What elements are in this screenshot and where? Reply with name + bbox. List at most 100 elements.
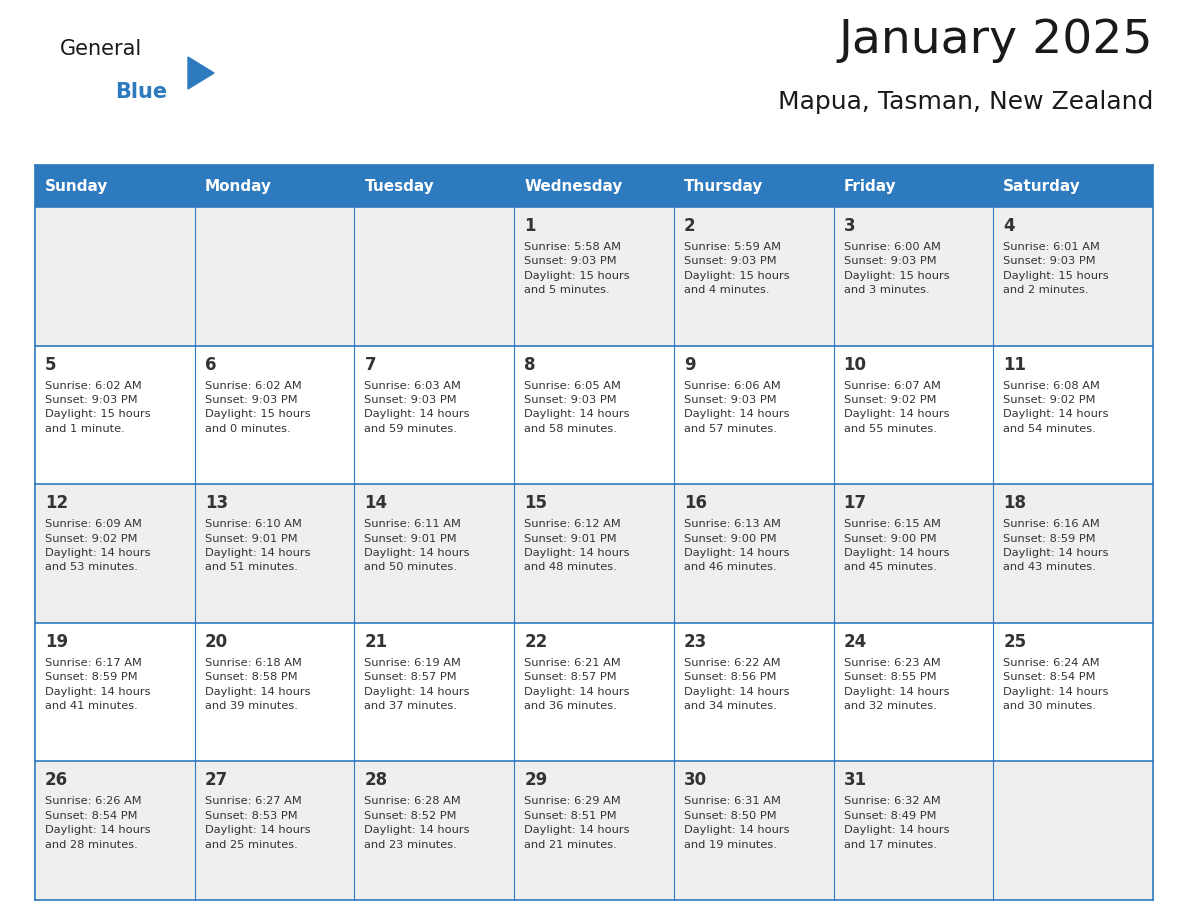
Bar <box>34 165 195 207</box>
Bar <box>834 761 993 900</box>
Text: Sunrise: 6:10 AM
Sunset: 9:01 PM
Daylight: 14 hours
and 51 minutes.: Sunrise: 6:10 AM Sunset: 9:01 PM Dayligh… <box>204 520 310 573</box>
Text: Sunrise: 6:17 AM
Sunset: 8:59 PM
Daylight: 14 hours
and 41 minutes.: Sunrise: 6:17 AM Sunset: 8:59 PM Dayligh… <box>45 658 151 711</box>
Bar <box>834 207 993 345</box>
Text: Sunrise: 6:09 AM
Sunset: 9:02 PM
Daylight: 14 hours
and 53 minutes.: Sunrise: 6:09 AM Sunset: 9:02 PM Dayligh… <box>45 520 151 573</box>
Text: 15: 15 <box>524 494 548 512</box>
Text: 6: 6 <box>204 355 216 374</box>
Text: 7: 7 <box>365 355 377 374</box>
Text: 1: 1 <box>524 217 536 235</box>
Text: Sunrise: 6:32 AM
Sunset: 8:49 PM
Daylight: 14 hours
and 17 minutes.: Sunrise: 6:32 AM Sunset: 8:49 PM Dayligh… <box>843 797 949 849</box>
Bar <box>993 345 1154 484</box>
Text: 17: 17 <box>843 494 867 512</box>
Text: Tuesday: Tuesday <box>365 178 434 194</box>
Text: 14: 14 <box>365 494 387 512</box>
Text: 25: 25 <box>1004 633 1026 651</box>
Bar <box>354 622 514 761</box>
Bar <box>993 207 1154 345</box>
Bar <box>514 484 674 622</box>
Text: Wednesday: Wednesday <box>524 178 623 194</box>
Bar <box>195 207 354 345</box>
Bar <box>674 165 834 207</box>
Bar <box>354 345 514 484</box>
Bar <box>354 165 514 207</box>
Text: 11: 11 <box>1004 355 1026 374</box>
Text: Sunrise: 5:58 AM
Sunset: 9:03 PM
Daylight: 15 hours
and 5 minutes.: Sunrise: 5:58 AM Sunset: 9:03 PM Dayligh… <box>524 242 630 296</box>
Bar <box>195 165 354 207</box>
Bar <box>195 761 354 900</box>
Text: Sunrise: 6:08 AM
Sunset: 9:02 PM
Daylight: 14 hours
and 54 minutes.: Sunrise: 6:08 AM Sunset: 9:02 PM Dayligh… <box>1004 381 1108 434</box>
Text: Sunrise: 6:00 AM
Sunset: 9:03 PM
Daylight: 15 hours
and 3 minutes.: Sunrise: 6:00 AM Sunset: 9:03 PM Dayligh… <box>843 242 949 296</box>
Text: 8: 8 <box>524 355 536 374</box>
Text: Sunrise: 6:13 AM
Sunset: 9:00 PM
Daylight: 14 hours
and 46 minutes.: Sunrise: 6:13 AM Sunset: 9:00 PM Dayligh… <box>684 520 789 573</box>
Bar <box>34 761 195 900</box>
Bar <box>993 165 1154 207</box>
Text: Sunrise: 6:07 AM
Sunset: 9:02 PM
Daylight: 14 hours
and 55 minutes.: Sunrise: 6:07 AM Sunset: 9:02 PM Dayligh… <box>843 381 949 434</box>
Bar <box>993 484 1154 622</box>
Text: Sunrise: 6:27 AM
Sunset: 8:53 PM
Daylight: 14 hours
and 25 minutes.: Sunrise: 6:27 AM Sunset: 8:53 PM Dayligh… <box>204 797 310 849</box>
Text: Sunrise: 6:22 AM
Sunset: 8:56 PM
Daylight: 14 hours
and 34 minutes.: Sunrise: 6:22 AM Sunset: 8:56 PM Dayligh… <box>684 658 789 711</box>
Bar <box>514 207 674 345</box>
Text: Sunrise: 6:18 AM
Sunset: 8:58 PM
Daylight: 14 hours
and 39 minutes.: Sunrise: 6:18 AM Sunset: 8:58 PM Dayligh… <box>204 658 310 711</box>
Text: 22: 22 <box>524 633 548 651</box>
Text: Sunrise: 6:02 AM
Sunset: 9:03 PM
Daylight: 15 hours
and 1 minute.: Sunrise: 6:02 AM Sunset: 9:03 PM Dayligh… <box>45 381 151 434</box>
Bar <box>354 761 514 900</box>
Text: Sunrise: 5:59 AM
Sunset: 9:03 PM
Daylight: 15 hours
and 4 minutes.: Sunrise: 5:59 AM Sunset: 9:03 PM Dayligh… <box>684 242 790 296</box>
Text: Sunrise: 6:03 AM
Sunset: 9:03 PM
Daylight: 14 hours
and 59 minutes.: Sunrise: 6:03 AM Sunset: 9:03 PM Dayligh… <box>365 381 470 434</box>
Text: Mapua, Tasman, New Zealand: Mapua, Tasman, New Zealand <box>778 90 1154 114</box>
Text: 5: 5 <box>45 355 57 374</box>
Text: 29: 29 <box>524 771 548 789</box>
Bar <box>354 207 514 345</box>
Text: Sunrise: 6:12 AM
Sunset: 9:01 PM
Daylight: 14 hours
and 48 minutes.: Sunrise: 6:12 AM Sunset: 9:01 PM Dayligh… <box>524 520 630 573</box>
Text: Saturday: Saturday <box>1004 178 1081 194</box>
Text: 21: 21 <box>365 633 387 651</box>
Text: 30: 30 <box>684 771 707 789</box>
Text: Sunrise: 6:15 AM
Sunset: 9:00 PM
Daylight: 14 hours
and 45 minutes.: Sunrise: 6:15 AM Sunset: 9:00 PM Dayligh… <box>843 520 949 573</box>
Bar <box>514 165 674 207</box>
Text: 23: 23 <box>684 633 707 651</box>
Text: 26: 26 <box>45 771 68 789</box>
Text: Sunrise: 6:31 AM
Sunset: 8:50 PM
Daylight: 14 hours
and 19 minutes.: Sunrise: 6:31 AM Sunset: 8:50 PM Dayligh… <box>684 797 789 849</box>
Text: 16: 16 <box>684 494 707 512</box>
Bar <box>34 622 195 761</box>
Bar <box>674 484 834 622</box>
Bar <box>674 761 834 900</box>
Text: Sunday: Sunday <box>45 178 108 194</box>
Text: 4: 4 <box>1004 217 1015 235</box>
Text: Friday: Friday <box>843 178 896 194</box>
Text: 31: 31 <box>843 771 867 789</box>
Polygon shape <box>188 57 214 89</box>
Text: 24: 24 <box>843 633 867 651</box>
Text: Sunrise: 6:16 AM
Sunset: 8:59 PM
Daylight: 14 hours
and 43 minutes.: Sunrise: 6:16 AM Sunset: 8:59 PM Dayligh… <box>1004 520 1108 573</box>
Text: Sunrise: 6:05 AM
Sunset: 9:03 PM
Daylight: 14 hours
and 58 minutes.: Sunrise: 6:05 AM Sunset: 9:03 PM Dayligh… <box>524 381 630 434</box>
Text: Sunrise: 6:19 AM
Sunset: 8:57 PM
Daylight: 14 hours
and 37 minutes.: Sunrise: 6:19 AM Sunset: 8:57 PM Dayligh… <box>365 658 470 711</box>
Text: Sunrise: 6:21 AM
Sunset: 8:57 PM
Daylight: 14 hours
and 36 minutes.: Sunrise: 6:21 AM Sunset: 8:57 PM Dayligh… <box>524 658 630 711</box>
Bar <box>34 484 195 622</box>
Text: 2: 2 <box>684 217 695 235</box>
Bar <box>993 622 1154 761</box>
Text: Sunrise: 6:29 AM
Sunset: 8:51 PM
Daylight: 14 hours
and 21 minutes.: Sunrise: 6:29 AM Sunset: 8:51 PM Dayligh… <box>524 797 630 849</box>
Text: Monday: Monday <box>204 178 272 194</box>
Text: Sunrise: 6:01 AM
Sunset: 9:03 PM
Daylight: 15 hours
and 2 minutes.: Sunrise: 6:01 AM Sunset: 9:03 PM Dayligh… <box>1004 242 1108 296</box>
Text: Sunrise: 6:02 AM
Sunset: 9:03 PM
Daylight: 15 hours
and 0 minutes.: Sunrise: 6:02 AM Sunset: 9:03 PM Dayligh… <box>204 381 310 434</box>
Text: 10: 10 <box>843 355 866 374</box>
Text: 27: 27 <box>204 771 228 789</box>
Text: 20: 20 <box>204 633 228 651</box>
Bar <box>34 207 195 345</box>
Bar <box>195 345 354 484</box>
Bar <box>514 622 674 761</box>
Text: 3: 3 <box>843 217 855 235</box>
Text: Sunrise: 6:24 AM
Sunset: 8:54 PM
Daylight: 14 hours
and 30 minutes.: Sunrise: 6:24 AM Sunset: 8:54 PM Dayligh… <box>1004 658 1108 711</box>
Text: 12: 12 <box>45 494 68 512</box>
Bar <box>514 345 674 484</box>
Text: Sunrise: 6:06 AM
Sunset: 9:03 PM
Daylight: 14 hours
and 57 minutes.: Sunrise: 6:06 AM Sunset: 9:03 PM Dayligh… <box>684 381 789 434</box>
Text: General: General <box>61 39 143 59</box>
Text: 13: 13 <box>204 494 228 512</box>
Text: Thursday: Thursday <box>684 178 763 194</box>
Bar <box>674 345 834 484</box>
Bar <box>34 345 195 484</box>
Text: Sunrise: 6:11 AM
Sunset: 9:01 PM
Daylight: 14 hours
and 50 minutes.: Sunrise: 6:11 AM Sunset: 9:01 PM Dayligh… <box>365 520 470 573</box>
Text: Sunrise: 6:23 AM
Sunset: 8:55 PM
Daylight: 14 hours
and 32 minutes.: Sunrise: 6:23 AM Sunset: 8:55 PM Dayligh… <box>843 658 949 711</box>
Bar <box>354 484 514 622</box>
Bar <box>195 622 354 761</box>
Text: 19: 19 <box>45 633 68 651</box>
